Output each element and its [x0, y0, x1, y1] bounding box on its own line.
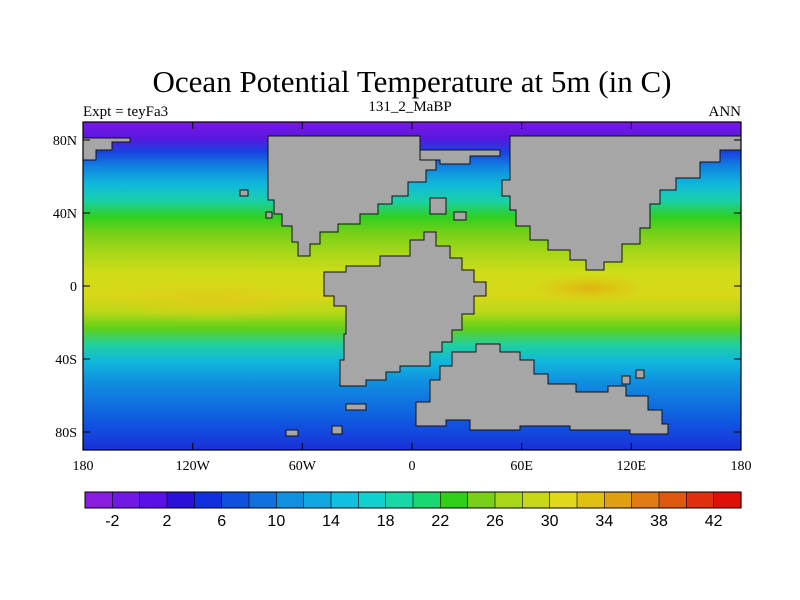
colorbar-swatch [139, 491, 168, 509]
colorbar-swatch [358, 491, 387, 509]
colorbar-outline [84, 491, 742, 509]
land-masses [83, 135, 741, 437]
land-europe-small [453, 211, 467, 221]
colorbar-label: 6 [217, 513, 226, 530]
axis-ticks [83, 122, 741, 450]
lat-labels: 80N 40N 0 40S 80S [53, 134, 77, 441]
colorbar-swatch [658, 491, 687, 509]
colorbar-swatch [112, 491, 141, 509]
indian-ocean-warm-pool [530, 274, 650, 302]
colorbar-swatch [549, 491, 578, 509]
land-eurasia [501, 135, 741, 271]
land-north-america [267, 135, 437, 257]
lon-label: 120W [176, 459, 211, 474]
colorbar-swatch [440, 491, 469, 509]
land-island-6 [239, 189, 249, 197]
subtitle-center: 131_2_MaBP [368, 99, 451, 115]
lat-label: 0 [70, 280, 77, 295]
colorbar-label: 42 [705, 513, 723, 530]
colorbar-swatch [330, 491, 359, 509]
colorbar: -2 2 6 10 14 18 22 26 30 34 38 42 [84, 491, 742, 530]
land-island-2 [331, 425, 343, 435]
colorbar-swatch [221, 491, 250, 509]
lon-label: 180 [73, 459, 94, 474]
lon-label: 120E [617, 459, 647, 474]
colorbar-label: -2 [105, 513, 119, 530]
land-arctic-west [83, 137, 131, 161]
subtitle-right: ANN [709, 104, 742, 120]
colorbar-label: 34 [595, 513, 613, 530]
colorbar-swatch [84, 491, 113, 509]
lon-labels: 180 120W 60W 0 60E 120E 180 [73, 459, 752, 474]
lat-label: 80S [55, 426, 77, 441]
land-island-1 [345, 403, 367, 411]
colorbar-swatch [303, 491, 332, 509]
colorbar-label: 22 [431, 513, 449, 530]
colorbar-label: 10 [267, 513, 285, 530]
colorbar-label: 2 [163, 513, 172, 530]
land-island-3 [285, 429, 299, 437]
colorbar-label: 38 [650, 513, 668, 530]
colorbar-swatch [631, 491, 660, 509]
colorbar-swatch [412, 491, 441, 509]
lon-label: 60W [289, 459, 317, 474]
pacific-warm-band [90, 278, 330, 322]
colorbar-swatch [686, 491, 715, 509]
lon-label: 0 [409, 459, 416, 474]
map-panel [83, 122, 741, 450]
colorbar-swatch [713, 491, 742, 509]
land-europe-island [429, 197, 447, 215]
lat-label: 40N [53, 207, 77, 222]
colorbar-label: 14 [322, 513, 340, 530]
land-island-7 [265, 211, 273, 219]
colorbar-swatch [276, 491, 305, 509]
land-antarctica-australia [415, 343, 669, 435]
colorbar-swatch [467, 491, 496, 509]
land-south-america-africa [323, 231, 487, 387]
colorbar-label: 18 [377, 513, 395, 530]
colorbar-swatch [604, 491, 633, 509]
subtitle-left: Expt = teyFa3 [83, 104, 168, 120]
colorbar-swatch [194, 491, 223, 509]
lat-label: 40S [55, 353, 77, 368]
colorbar-swatch [385, 491, 414, 509]
colorbar-swatch [494, 491, 523, 509]
colorbar-swatch [576, 491, 605, 509]
colorbar-swatch [166, 491, 195, 509]
lat-label: 80N [53, 134, 77, 149]
lon-label: 60E [510, 459, 533, 474]
colorbar-swatch [248, 491, 277, 509]
land-island-4 [621, 375, 631, 385]
lon-label: 180 [731, 459, 752, 474]
colorbar-swatch [522, 491, 551, 509]
colorbar-label: 26 [486, 513, 504, 530]
land-island-5 [635, 369, 645, 379]
chart-title: Ocean Potential Temperature at 5m (in C) [153, 64, 672, 99]
colorbar-label: 30 [541, 513, 559, 530]
